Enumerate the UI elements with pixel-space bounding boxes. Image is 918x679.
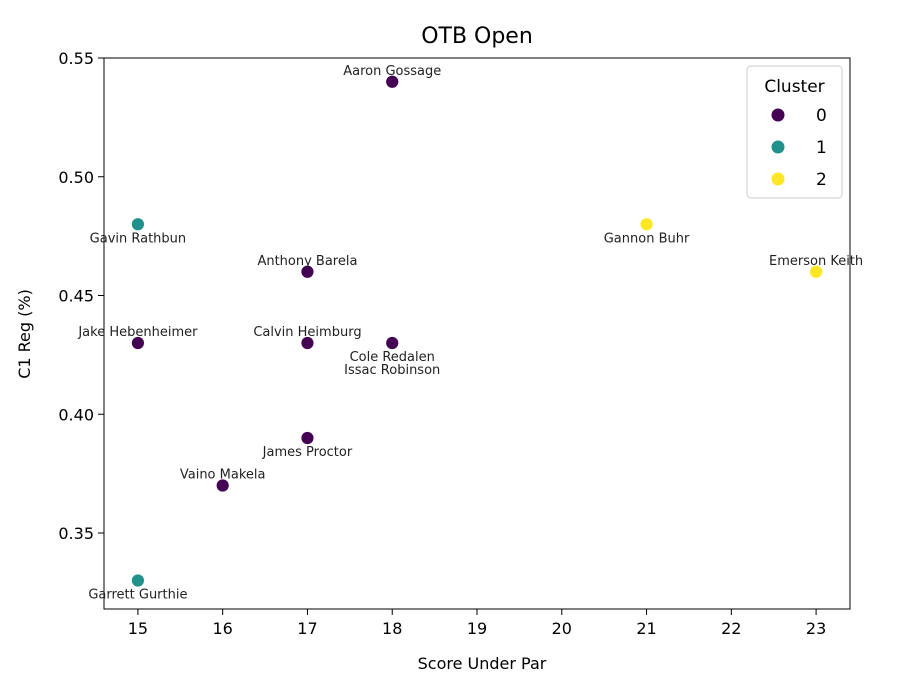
y-tick-label: 0.40	[58, 405, 94, 424]
point-label: Gannon Buhr	[604, 231, 690, 246]
data-point	[131, 217, 145, 232]
x-tick-label: 19	[467, 619, 487, 638]
point-label: Vaino Makela	[180, 468, 266, 483]
legend-title: Cluster	[764, 77, 824, 97]
point-label: Garrett Gurthie	[88, 588, 187, 603]
y-tick-label: 0.45	[58, 287, 94, 306]
x-tick-label: 21	[636, 619, 656, 638]
x-tick-label: 20	[552, 619, 572, 638]
point-label: Aaron Gossage	[343, 64, 441, 79]
point-label: Anthony Barela	[257, 254, 357, 269]
data-point	[639, 217, 654, 232]
point-label: James Proctor	[262, 445, 353, 460]
legend-entry-label: 2	[816, 170, 827, 190]
point-label: Issac Robinson	[344, 363, 440, 378]
data-point	[385, 336, 400, 350]
data-point	[809, 264, 823, 279]
x-tick-label: 15	[128, 619, 148, 638]
point-label: Jake Hebenheimer	[77, 325, 198, 340]
x-tick-label: 22	[721, 619, 741, 638]
x-tick-label: 16	[213, 619, 233, 638]
x-tick-label: 23	[806, 619, 826, 638]
data-point	[300, 431, 315, 445]
plot-frame	[103, 57, 851, 610]
data-point	[385, 74, 400, 89]
plot-area: 15 16 17 18 19 20 21 22 230.350.400.450.500.55Aa…	[58, 49, 863, 638]
y-tick-label: 0.50	[58, 168, 94, 187]
data-point	[131, 336, 145, 350]
legend-entry-label: 0	[816, 106, 827, 126]
point-label: Emerson Keith	[769, 254, 863, 269]
y-axis-label: C1 Reg (%)	[15, 289, 34, 379]
legend-marker	[771, 172, 785, 186]
y-tick-label: 0.35	[58, 524, 94, 543]
point-label: Calvin Heimburg	[253, 325, 361, 340]
point-label: Cole Redalen	[350, 350, 435, 365]
data-point	[131, 573, 145, 588]
legend-marker	[771, 140, 785, 154]
point-label: Gavin Rathbun	[90, 231, 187, 246]
y-tick-label: 0.55	[58, 49, 94, 68]
chart-title: OTB Open	[421, 24, 533, 49]
data-point	[215, 478, 230, 493]
data-point	[300, 336, 315, 350]
legend-marker	[771, 108, 785, 122]
x-tick-label: 18	[382, 619, 402, 638]
x-tick-label: 17	[297, 619, 317, 638]
data-point	[300, 264, 315, 279]
legend-entry-label: 1	[816, 138, 827, 158]
legend-box	[746, 65, 843, 199]
x-axis-label: Score Under Par	[418, 654, 547, 673]
